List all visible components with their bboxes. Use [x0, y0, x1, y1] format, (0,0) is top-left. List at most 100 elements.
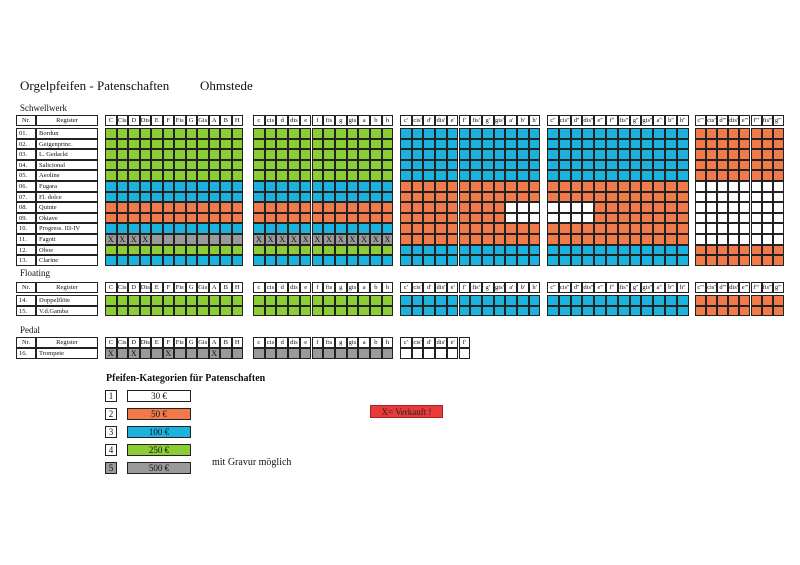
pipe-cell [517, 212, 529, 224]
note-header: g' [481, 115, 494, 126]
pipe-cell [706, 255, 718, 266]
pipe-cell [299, 128, 312, 139]
pipe-cell [116, 202, 128, 213]
pipe-cell [128, 255, 140, 266]
pipe-cell [446, 191, 459, 203]
note-header: fis [323, 337, 335, 348]
pipe-cell [606, 159, 618, 171]
pipe-cell [481, 295, 494, 306]
pipe-cell [594, 212, 606, 224]
pipe-cell [400, 305, 412, 317]
pipe-cell [334, 295, 347, 306]
pipe-cell [665, 255, 677, 266]
pipe-cell [470, 295, 482, 306]
pipe-cell [695, 159, 707, 171]
pipe-cell [528, 255, 541, 266]
pipe-cell [128, 170, 140, 181]
pipe-cell [400, 244, 412, 256]
note-header: e' [446, 337, 459, 348]
pipe-cell [162, 255, 174, 266]
pipe-cell [481, 191, 494, 203]
note-header: fis' [470, 115, 482, 126]
pipe-cell [641, 305, 654, 317]
pipe-cell [547, 159, 559, 171]
pipe-cell [423, 138, 436, 150]
pipe-cell [288, 348, 300, 359]
pipe-cell [606, 170, 618, 181]
pipe-cell [750, 295, 762, 306]
pipe-cell [311, 255, 324, 266]
pipe-cell [481, 244, 494, 256]
pipe-cell [717, 149, 729, 160]
pipe-cell [706, 305, 718, 317]
pipe-cell [528, 170, 541, 181]
pipe-cell [505, 255, 517, 266]
pipe-cell [358, 191, 370, 203]
pipe-cell [695, 191, 707, 203]
pipe-cell [105, 191, 117, 203]
pipe-cell [594, 234, 606, 245]
pipe-cell [185, 212, 197, 224]
pipe-cell [761, 149, 773, 160]
pipe-cell [470, 128, 482, 139]
pipe-cell [370, 149, 382, 160]
pipe-cell [299, 348, 312, 359]
note-header: D [128, 282, 140, 293]
pipe-cell [629, 212, 642, 224]
pipe-cell [470, 255, 482, 266]
pipe-cell [288, 149, 300, 160]
pipe-cell [311, 295, 324, 306]
pipe-cell [728, 255, 740, 266]
pipe-cell [358, 181, 370, 192]
pipe-cell [739, 159, 751, 171]
note-header: b [370, 282, 382, 293]
register-number: 07. [16, 191, 36, 203]
pipe-cell [264, 255, 277, 266]
pipe-cell [400, 149, 412, 160]
pipe-cell [481, 234, 494, 245]
pipe-cell [423, 149, 436, 160]
note-header: fis'' [617, 282, 630, 293]
pipe-cell [197, 138, 209, 150]
pipe-cell [676, 234, 689, 245]
pipe-cell [629, 138, 642, 150]
pipe-cell [493, 244, 506, 256]
pipe-cell [231, 149, 243, 160]
pipe-cell [761, 202, 773, 213]
pipe-cell [717, 191, 729, 203]
pipe-cell [606, 149, 618, 160]
pipe-cell [458, 128, 471, 139]
pipe-cell [750, 305, 762, 317]
register-number: 03. [16, 149, 36, 160]
pipe-cell [505, 295, 517, 306]
pipe-cell [717, 181, 729, 192]
pipe-cell [197, 223, 209, 234]
pipe-cell [174, 138, 186, 150]
pipe-cell [400, 348, 412, 359]
pipe-cell [423, 234, 436, 245]
pipe-cell [547, 255, 559, 266]
pipe-cell [617, 295, 630, 306]
pipe-cell [299, 223, 312, 234]
pipe-cell [105, 223, 117, 234]
pipe-cell [253, 191, 265, 203]
pipe-cell [128, 202, 140, 213]
pipe-cell [594, 244, 606, 256]
page-title: Orgelpfeifen - Patenschaften Ohmstede [20, 78, 253, 94]
pipe-cell [151, 159, 163, 171]
note-header: b' [517, 115, 529, 126]
pipe-cell [208, 295, 220, 306]
pipe-cell [288, 305, 300, 317]
legend-number: 3 [105, 426, 117, 438]
note-header: d'' [570, 115, 583, 126]
pipe-cell [772, 223, 784, 234]
pipe-cell [493, 202, 506, 213]
pipe-cell [105, 149, 117, 160]
pipe-cell [276, 202, 289, 213]
pipe-cell [299, 170, 312, 181]
section-floating: Floating [20, 268, 51, 278]
pipe-cell [197, 202, 209, 213]
pipe-cell [761, 212, 773, 224]
note-header: Fis [174, 337, 186, 348]
pipe-cell [470, 170, 482, 181]
